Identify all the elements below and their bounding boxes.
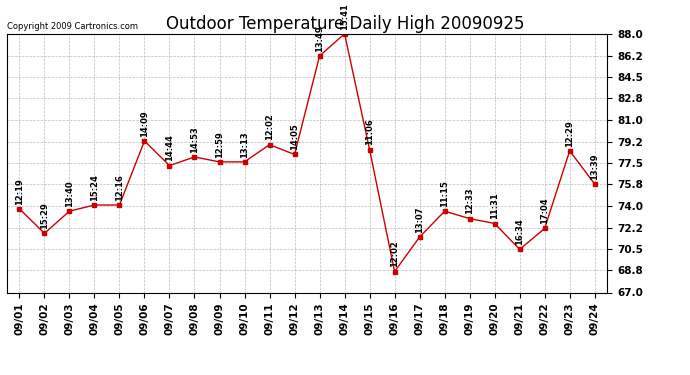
Text: 14:05: 14:05 xyxy=(290,124,299,150)
Text: 11:31: 11:31 xyxy=(490,193,499,219)
Text: Outdoor Temperature Daily High 20090925: Outdoor Temperature Daily High 20090925 xyxy=(166,15,524,33)
Text: 12:33: 12:33 xyxy=(465,188,474,214)
Text: 13:39: 13:39 xyxy=(590,153,599,180)
Text: 17:04: 17:04 xyxy=(540,198,549,224)
Text: 13:40: 13:40 xyxy=(65,180,74,207)
Text: 12:59: 12:59 xyxy=(215,131,224,158)
Text: 12:19: 12:19 xyxy=(15,178,24,204)
Text: 14:09: 14:09 xyxy=(140,110,149,137)
Text: 13:49: 13:49 xyxy=(315,25,324,52)
Text: 12:16: 12:16 xyxy=(115,174,124,201)
Text: 15:41: 15:41 xyxy=(340,3,349,30)
Text: 12:02: 12:02 xyxy=(265,114,274,141)
Text: 11:06: 11:06 xyxy=(365,118,374,146)
Text: 14:44: 14:44 xyxy=(165,135,174,161)
Text: 15:29: 15:29 xyxy=(40,202,49,229)
Text: 14:53: 14:53 xyxy=(190,126,199,153)
Text: 15:24: 15:24 xyxy=(90,174,99,201)
Text: 13:13: 13:13 xyxy=(240,131,249,158)
Text: Copyright 2009 Cartronics.com: Copyright 2009 Cartronics.com xyxy=(7,22,138,31)
Text: 13:07: 13:07 xyxy=(415,206,424,233)
Text: 12:02: 12:02 xyxy=(390,241,399,267)
Text: 16:34: 16:34 xyxy=(515,219,524,245)
Text: 11:15: 11:15 xyxy=(440,180,449,207)
Text: 12:29: 12:29 xyxy=(565,120,574,147)
